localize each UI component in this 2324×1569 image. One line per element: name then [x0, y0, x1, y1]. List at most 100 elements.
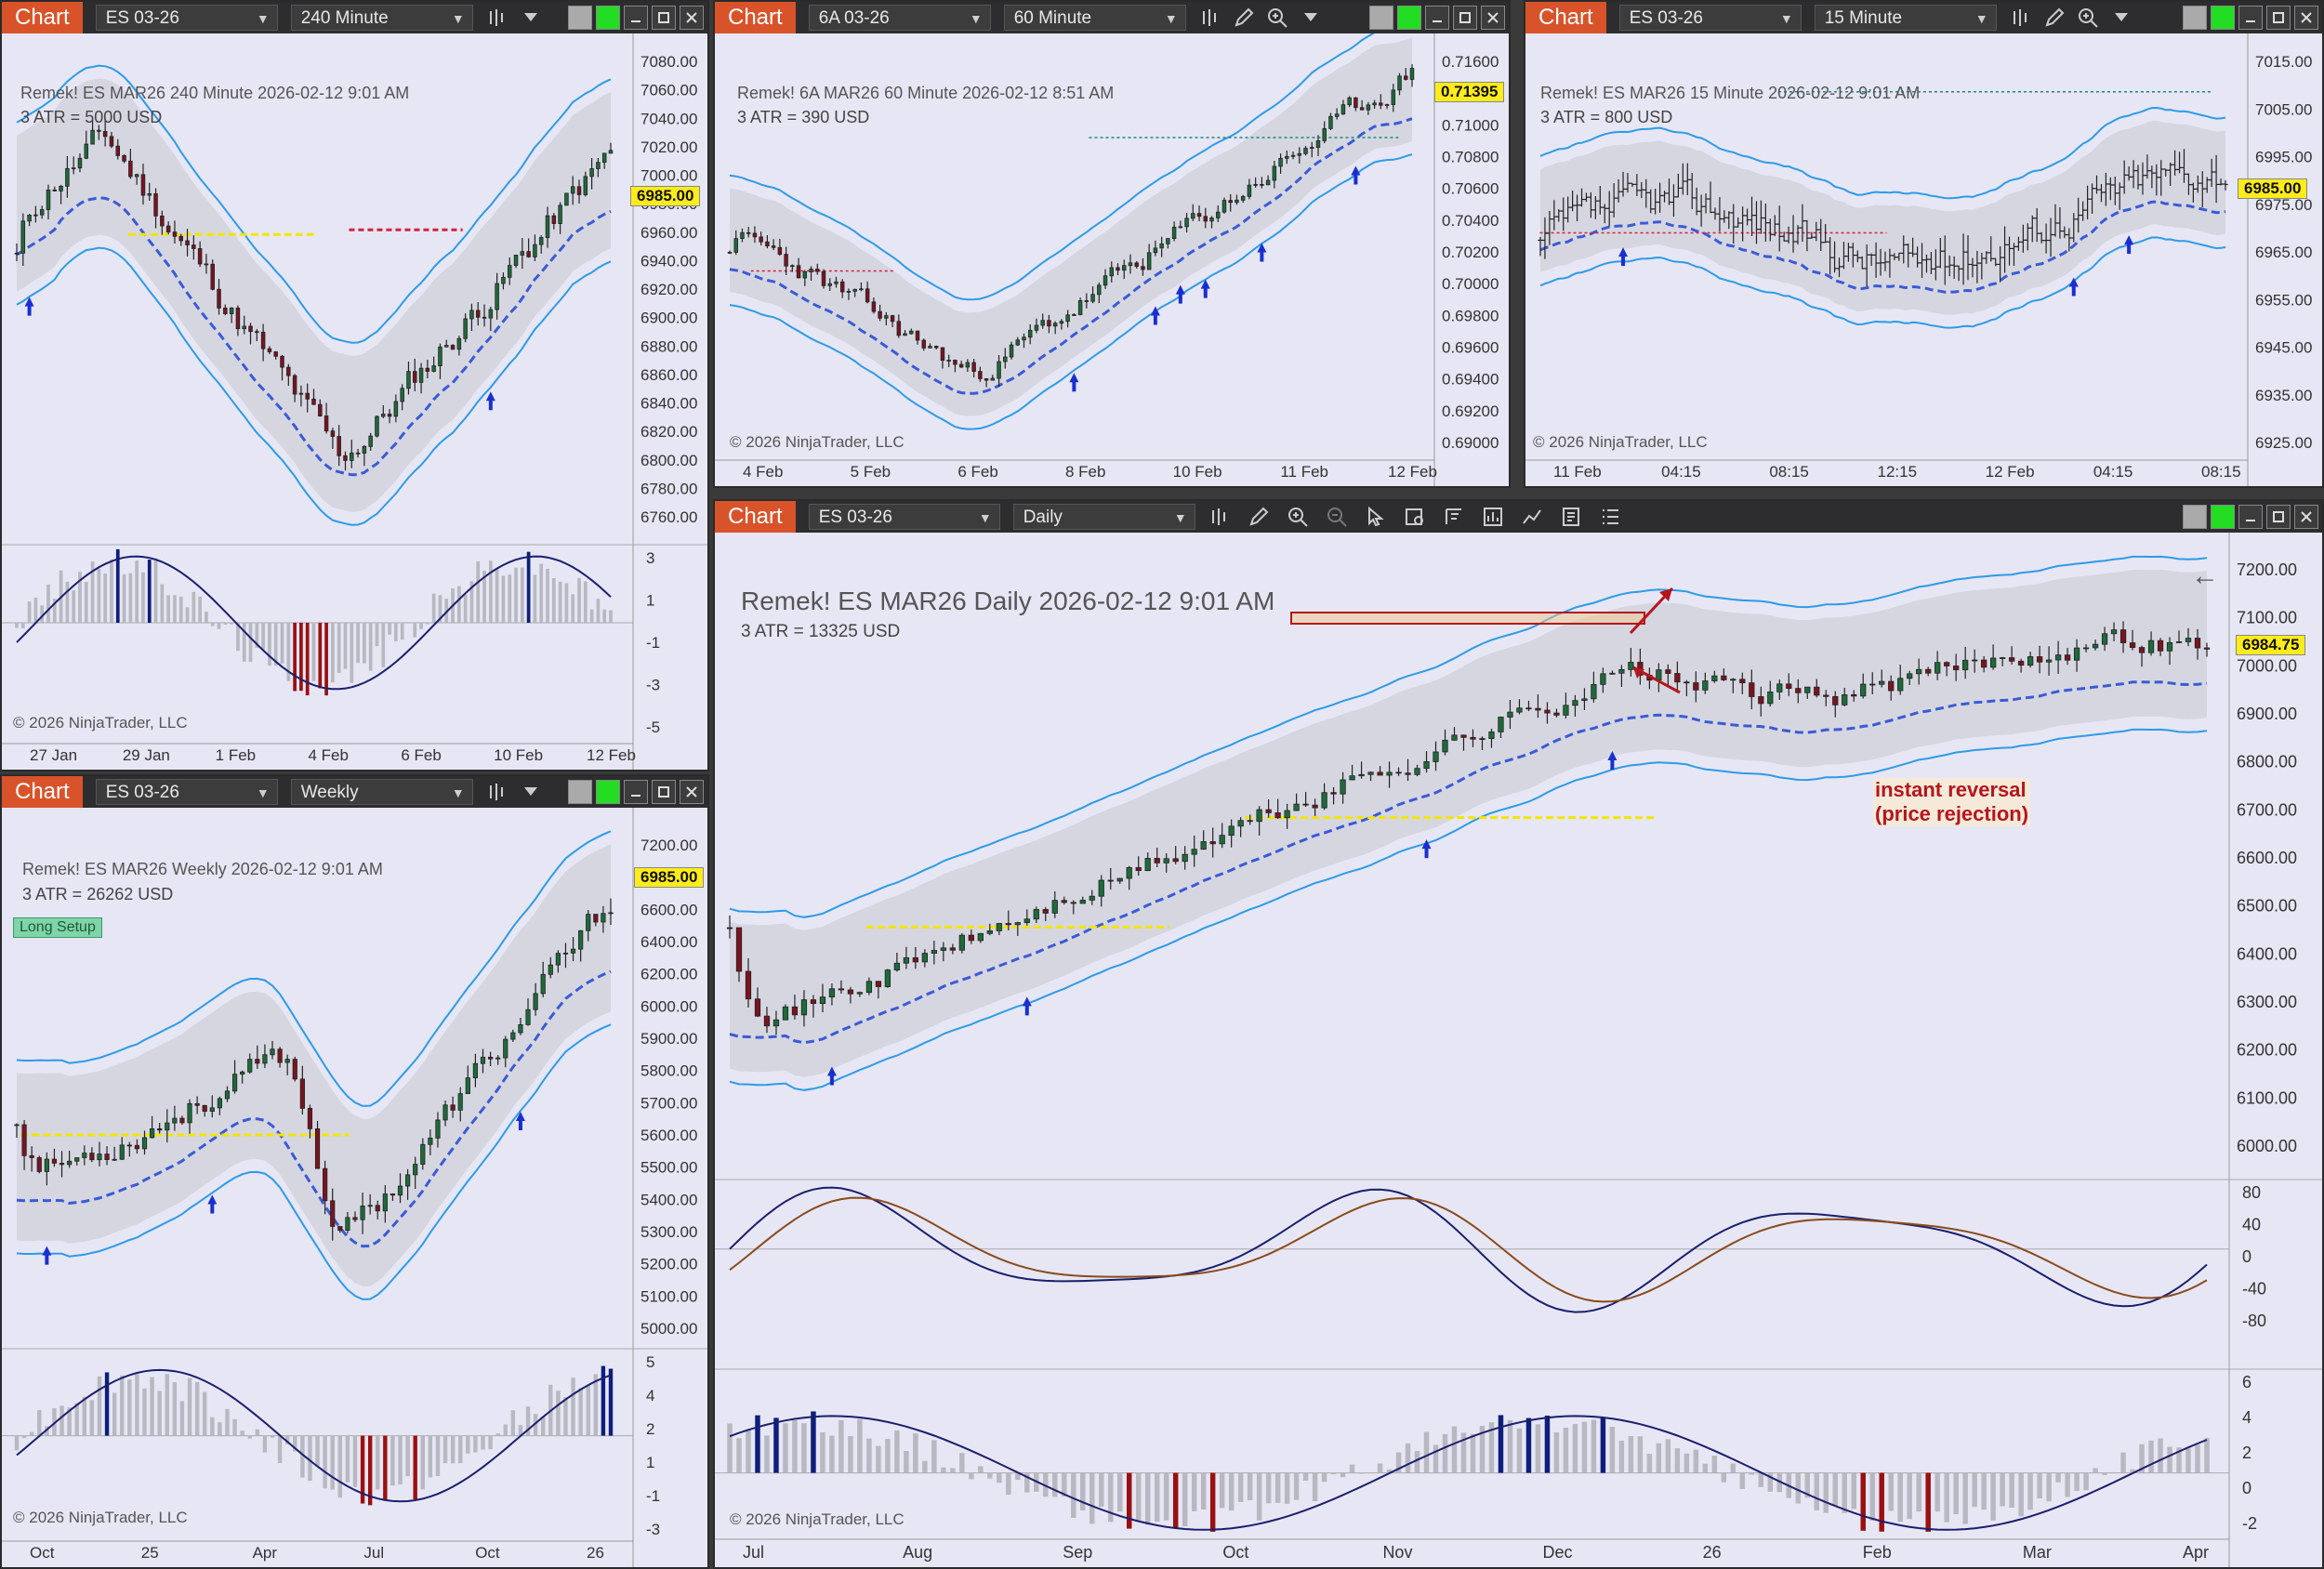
copyright-label: © 2026 NinjaTrader, LLC — [730, 433, 905, 451]
pointer-icon[interactable] — [1363, 504, 1389, 530]
interval-selector[interactable]: 15 Minute ▼ — [1814, 5, 1997, 31]
maximize-icon[interactable] — [1453, 6, 1477, 30]
link-gray-button[interactable] — [568, 6, 592, 30]
list-icon[interactable] — [1597, 504, 1623, 530]
histogram-bar — [609, 610, 613, 623]
minimize-icon[interactable] — [624, 6, 648, 30]
close-icon[interactable] — [2294, 6, 2318, 30]
maximize-icon[interactable] — [652, 780, 676, 804]
chart-trader-icon[interactable] — [1441, 504, 1467, 530]
close-icon[interactable] — [680, 780, 704, 804]
price-panel[interactable]: 7200.006800.006600.006400.006200.006000.… — [2, 808, 707, 1567]
price-axis-label: 6300.00 — [2237, 993, 2297, 1011]
indicators-icon[interactable] — [1519, 504, 1545, 530]
interval-selector[interactable]: Daily ▼ — [1012, 504, 1195, 530]
link-green-button[interactable] — [2211, 505, 2235, 529]
strategies-icon[interactable] — [1480, 504, 1506, 530]
histogram-bar — [255, 1429, 260, 1436]
maximize-icon[interactable] — [2266, 6, 2291, 30]
instrument-selector[interactable]: ES 03-26 ▼ — [1618, 5, 1802, 31]
back-arrow-icon[interactable]: ← — [2191, 560, 2219, 591]
pencil-icon[interactable] — [1246, 504, 1272, 530]
link-gray-button[interactable] — [2183, 505, 2207, 529]
link-green-button[interactable] — [596, 6, 620, 30]
zoom-in-icon[interactable] — [2075, 5, 2101, 31]
zoom-in-icon[interactable] — [1285, 504, 1311, 530]
minimize-icon[interactable] — [1425, 6, 1449, 30]
histogram-bar — [413, 623, 417, 638]
dropdown-arrow-icon[interactable] — [518, 5, 544, 31]
link-green-button[interactable] — [596, 780, 620, 804]
candle-body — [1003, 356, 1008, 363]
price-chart-area[interactable]: 7080.007060.007040.007020.007000.006980.… — [2, 33, 707, 770]
bar-style-icon[interactable] — [1207, 504, 1233, 530]
dropdown-arrow-icon[interactable] — [1298, 5, 1324, 31]
close-icon[interactable] — [680, 6, 704, 30]
maximize-icon[interactable] — [2266, 505, 2291, 529]
histogram-bar — [1433, 1444, 1439, 1473]
minimize-icon[interactable] — [2238, 6, 2263, 30]
price-panel[interactable]: 0.716000.712000.710000.708000.706000.704… — [715, 33, 1509, 486]
instrument-selector[interactable]: ES 03-26 ▼ — [808, 504, 1000, 530]
maximize-icon[interactable] — [652, 6, 676, 30]
candle-body — [420, 1143, 426, 1165]
annotation-line-1: instant reversal — [1875, 778, 2027, 801]
properties-icon[interactable] — [1558, 504, 1584, 530]
chart-tab[interactable]: Chart — [1525, 2, 1606, 33]
candle-body — [2138, 647, 2146, 653]
bar-style-icon[interactable] — [1197, 5, 1223, 31]
bar-style-icon[interactable] — [484, 779, 510, 805]
link-gray-button[interactable] — [1369, 6, 1393, 30]
chart-tab[interactable]: Chart — [2, 2, 83, 33]
interval-selector[interactable]: Weekly ▼ — [290, 779, 473, 805]
dropdown-arrow-icon[interactable] — [2108, 5, 2134, 31]
minimize-icon[interactable] — [624, 780, 648, 804]
candle-body — [940, 947, 946, 951]
chevron-down-icon: ▼ — [1173, 510, 1187, 525]
interval-selector[interactable]: 240 Minute ▼ — [290, 5, 473, 31]
price-panel[interactable]: 7015.00 7005.00 6995.00 6975.00 6965.00 6955.… — [1525, 33, 2322, 486]
dropdown-arrow-icon[interactable] — [518, 779, 544, 805]
copyright-label: © 2026 NinjaTrader, LLC — [730, 1510, 905, 1528]
price-panel[interactable]: 7080.007060.007040.007020.007000.006980.… — [2, 33, 707, 770]
zoom-in-icon[interactable] — [1264, 5, 1290, 31]
price-chart-area[interactable]: 0.716000.712000.710000.708000.706000.704… — [715, 33, 1509, 486]
chart-tab[interactable]: Chart — [715, 501, 796, 533]
price-axis-label: 6800.00 — [2237, 753, 2297, 771]
price-chart-area[interactable]: 7200.006800.006600.006400.006200.006000.… — [2, 808, 707, 1567]
candle-body — [311, 398, 316, 405]
bar-style-icon[interactable] — [484, 5, 510, 31]
close-icon[interactable] — [1481, 6, 1505, 30]
minimize-icon[interactable] — [2238, 505, 2263, 529]
instrument-selector[interactable]: ES 03-26 ▼ — [95, 5, 278, 31]
histogram-bar — [2176, 1447, 2182, 1473]
interval-selector[interactable]: 60 Minute ▼ — [1003, 5, 1186, 31]
close-icon[interactable] — [2294, 505, 2318, 529]
price-chart-area[interactable]: 7015.00 7005.00 6995.00 6975.00 6965.00 6955.… — [1525, 33, 2322, 486]
link-gray-button[interactable] — [2183, 6, 2207, 30]
pencil-icon[interactable] — [2041, 5, 2067, 31]
instrument-selector[interactable]: ES 03-26 ▼ — [95, 779, 278, 805]
candle-body — [1228, 825, 1235, 837]
link-green-button[interactable] — [1397, 6, 1421, 30]
candle-body — [1488, 731, 1495, 739]
link-green-button[interactable] — [2211, 6, 2235, 30]
instrument-selector[interactable]: 6A 03-26 ▼ — [808, 5, 991, 31]
price-panel[interactable]: 7200.00 7100.00 7000.00 6900.00 6800.00 6700.… — [715, 533, 2322, 1567]
chart-tab[interactable]: Chart — [2, 776, 83, 808]
bar-style-icon[interactable] — [2008, 5, 2034, 31]
data-box-icon[interactable] — [1402, 504, 1428, 530]
chart-tab[interactable]: Chart — [715, 2, 796, 33]
link-gray-button[interactable] — [568, 780, 592, 804]
candle-body — [1674, 673, 1681, 683]
histogram-bar — [2093, 1468, 2098, 1473]
pencil-icon[interactable] — [1231, 5, 1257, 31]
zoom-out-icon[interactable] — [1324, 504, 1350, 530]
price-axis-label: 6780.00 — [640, 480, 697, 497]
price-axis-label: 6840.00 — [640, 395, 697, 413]
price-chart-area[interactable]: 7200.00 7100.00 7000.00 6900.00 6800.00 6700.… — [715, 533, 2322, 1567]
histogram-bar — [1451, 1426, 1458, 1473]
histogram-bar — [232, 1418, 237, 1436]
candle-body — [859, 288, 864, 291]
histogram-bar — [773, 1417, 779, 1473]
